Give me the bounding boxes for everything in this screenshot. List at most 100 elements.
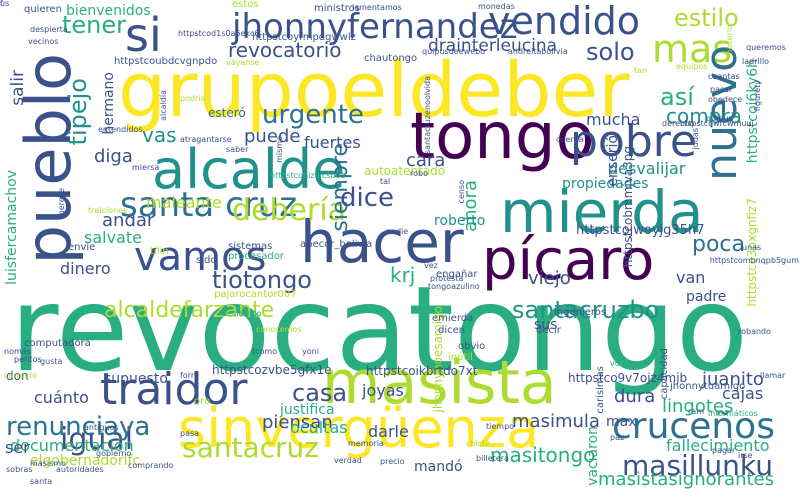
word-99: pajarocantor007 [214, 289, 297, 300]
word-121: pasa [180, 429, 200, 438]
word-80: don [6, 369, 29, 383]
word-186: censo [457, 180, 466, 204]
word-163: ladrillo [742, 57, 770, 66]
word-166: santacruzenoolvida [423, 76, 432, 155]
word-90: httpstcoi6ky6h [745, 59, 761, 164]
word-94: httpstcozvbe5gfx1e [212, 363, 332, 377]
word-130: gusta [40, 357, 63, 366]
word-75: ser [5, 438, 30, 457]
word-35: compra [666, 104, 742, 128]
word-177: cuenta [556, 135, 584, 144]
word-36: tener [62, 11, 127, 39]
word-93: httpstco3pxgnfiz7 [745, 198, 759, 307]
word-98: httpstcoyfmpdgwwlz [252, 32, 356, 43]
word-65: masimula [512, 411, 600, 432]
word-27: debería [232, 193, 347, 228]
word-16: jhonnyfernandez [232, 7, 518, 47]
word-12: vendido [488, 0, 640, 43]
word-96: httpstco9v7ojz4mjb [568, 371, 688, 385]
word-190: paz [610, 433, 625, 442]
word-13: si [125, 8, 162, 62]
word-167: tan [634, 66, 648, 75]
word-127: computadora [24, 338, 91, 349]
word-43: diga [94, 146, 133, 167]
word-31: urgente [262, 100, 364, 130]
word-58: maleante [146, 193, 222, 212]
word-79: cuánto [34, 388, 89, 407]
word-188: tiempo [486, 422, 515, 431]
word-119: precio [380, 457, 405, 466]
word-3: mierda [500, 178, 704, 246]
word-37: revocatorio [228, 38, 342, 62]
word-120: memoria [348, 439, 384, 448]
word-191: pagar [712, 446, 736, 455]
word-6: alcalde [152, 138, 346, 201]
word-159: quipusdeewebo [422, 47, 486, 56]
word-103: dicen [438, 325, 466, 336]
word-5: pícaro [482, 228, 655, 293]
word-158: monedas [478, 2, 515, 11]
word-168: equipos [676, 62, 708, 71]
word-53: padre [686, 289, 727, 305]
word-22: igual [60, 422, 134, 457]
word-154: estos [232, 0, 259, 10]
word-0: revocatongo [10, 260, 749, 398]
word-14: mas [652, 27, 733, 71]
word-63: dura [614, 386, 656, 407]
word-182: podría [180, 94, 206, 103]
word-113: vulnerar [610, 359, 644, 368]
word-135: yoni [302, 347, 319, 356]
word-144: tal [380, 177, 391, 186]
word-169: cuantas [708, 72, 740, 81]
word-112: llamar [760, 371, 786, 380]
word-1: grupoeldeber [118, 45, 630, 134]
word-110: capacidad [659, 348, 670, 400]
word-59: salvate [84, 228, 142, 247]
word-21: santacruz [182, 431, 319, 464]
word-165: chautongo [364, 53, 418, 64]
word-46: mucha [586, 110, 641, 129]
word-124: antiguos [84, 423, 119, 432]
word-45: fuertes [304, 133, 361, 152]
word-172: figurety [753, 80, 762, 112]
word-97: httpstcoubdcvgnpdo [114, 56, 218, 67]
word-137: declarado [222, 309, 262, 318]
word-26: santacruzbo [512, 296, 660, 324]
word-106: emierda [432, 313, 474, 324]
word-160: andreitabolivia [508, 47, 568, 56]
word-17: vamos [134, 234, 267, 280]
word-157: lamentamos [352, 3, 402, 12]
word-25: alcaldefarzante [104, 298, 275, 323]
word-9: masista [322, 348, 557, 418]
word-145: robo [410, 169, 428, 178]
word-179: saber [226, 145, 249, 154]
word-89: ingenieros [554, 307, 607, 318]
word-52: van [676, 268, 706, 287]
word-49: propiedades [562, 176, 649, 192]
word-2: tongo [410, 100, 595, 174]
word-81: supuesto [104, 371, 168, 387]
word-148: tongoazulino [428, 282, 480, 291]
word-102: engañar [436, 269, 478, 280]
word-126: forra [180, 371, 200, 380]
word-61: cajas [722, 384, 764, 403]
word-109: jhonnytuamigo [670, 381, 746, 392]
word-85: roberto [434, 213, 486, 229]
word-161: queremos [746, 43, 786, 52]
word-29: dice [340, 183, 395, 213]
word-24: tiotongo [212, 266, 312, 294]
word-111: robando [738, 327, 772, 336]
word-149: httpstcombnqpb5gum [709, 256, 799, 265]
word-194: sus [534, 317, 558, 333]
word-47: cara [406, 150, 446, 171]
word-143: httpstcohiz9icsu0z [270, 171, 345, 180]
word-84: bienvenidos [66, 3, 151, 19]
word-187: vez [424, 261, 438, 270]
word-141: traiciones [88, 206, 128, 215]
word-56: dinero [60, 259, 111, 278]
word-78: justifica [280, 402, 335, 418]
word-170: pasar [710, 85, 733, 94]
word-82: luisfercamachov [4, 170, 20, 285]
word-54: viejo [528, 268, 571, 289]
